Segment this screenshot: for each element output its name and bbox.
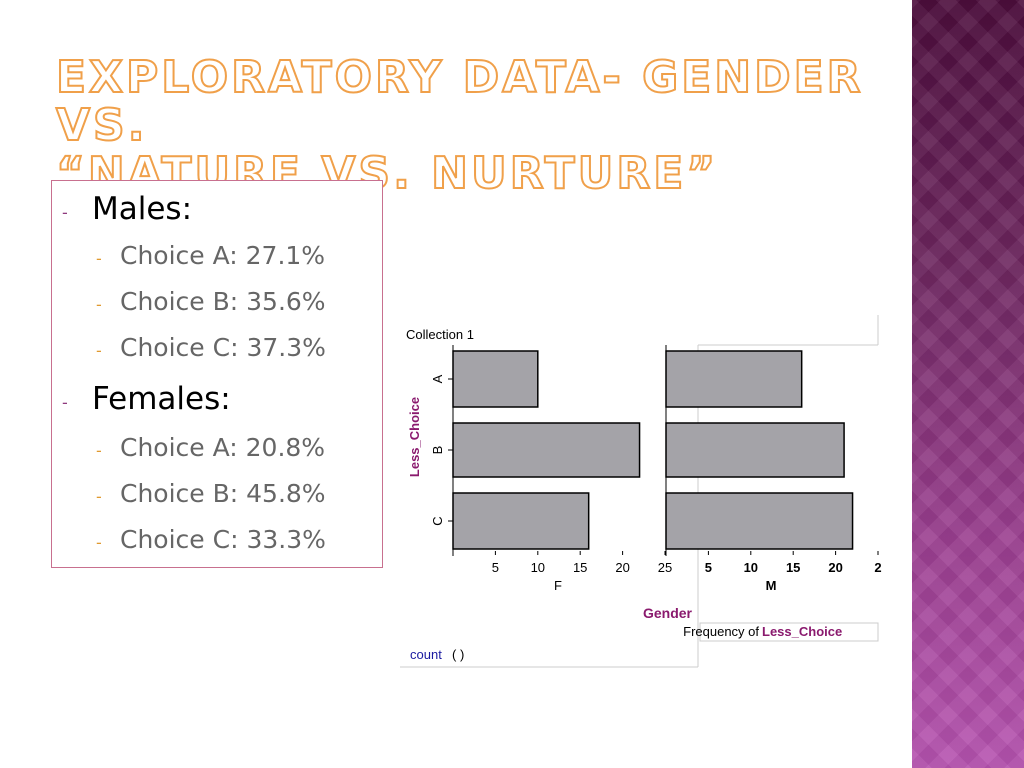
- bullet-male-choice-a: Choice A: 27.1%: [120, 241, 326, 270]
- x-tick-label: 15: [573, 560, 587, 575]
- x-tick-label: 25: [658, 560, 672, 575]
- sub-bullet-dash: -: [96, 533, 102, 552]
- x-tick-label: 2: [874, 560, 881, 575]
- bullet-dash: -: [62, 393, 68, 412]
- bar-M-B: [665, 422, 845, 478]
- slide-title: Exploratory Data- Gender vs. “Nature vs.…: [55, 52, 896, 199]
- bar-F-B: [452, 422, 641, 478]
- panel-label-M: M: [766, 578, 777, 593]
- y-tick-label: A: [430, 374, 445, 383]
- sub-bullet-dash: -: [96, 441, 102, 460]
- x-axis-label: Frequency of: [683, 624, 759, 639]
- panel-label-F: F: [554, 578, 562, 593]
- bar-chart: Collection 1 Gender Frequency of Less_Ch…: [400, 315, 882, 668]
- sub-bullet-dash: -: [96, 249, 102, 268]
- x-tick-label: 15: [786, 560, 800, 575]
- bullet-list-box: - Males: - Choice A: 27.1% - Choice B: 3…: [51, 180, 383, 568]
- x-tick-label: 20: [828, 560, 842, 575]
- axis-label-box: [699, 622, 879, 642]
- y-tick-label: C: [430, 516, 445, 525]
- sub-bullet-dash: -: [96, 487, 102, 506]
- bullet-female-choice-b: Choice B: 45.8%: [120, 479, 326, 508]
- legend-swatch: ( ): [452, 647, 464, 662]
- bullet-dash: -: [62, 203, 68, 222]
- bullet-male-choice-c: Choice C: 37.3%: [120, 333, 326, 362]
- x-tick-label: 10: [744, 560, 758, 575]
- y-tick-label: B: [430, 446, 445, 455]
- bar-F-A: [452, 350, 539, 408]
- x-tick-label: 5: [705, 560, 712, 575]
- sub-bullet-dash: -: [96, 341, 102, 360]
- x-tick-label: 20: [615, 560, 629, 575]
- bullet-males: Males:: [92, 191, 193, 227]
- x-axis-variable: Less_Choice: [762, 624, 842, 639]
- bullet-females: Females:: [92, 381, 231, 417]
- decorative-side-stripe: [912, 0, 1024, 768]
- facet-label: Gender: [643, 605, 693, 621]
- bullet-female-choice-a: Choice A: 20.8%: [120, 433, 326, 462]
- sub-bullet-dash: -: [96, 295, 102, 314]
- legend-label: count: [410, 647, 442, 662]
- bullet-male-choice-b: Choice B: 35.6%: [120, 287, 326, 316]
- bullet-female-choice-c: Choice C: 33.3%: [120, 525, 326, 554]
- x-tick-label: 10: [531, 560, 545, 575]
- bar-M-A: [665, 350, 803, 408]
- y-axis-label: Less_Choice: [407, 397, 422, 477]
- chart-svg: Collection 1 Gender Frequency of Less_Ch…: [400, 315, 882, 668]
- bar-F-C: [452, 492, 590, 550]
- x-tick-label: 5: [492, 560, 499, 575]
- title-line-1: Exploratory Data- Gender vs.: [55, 52, 864, 151]
- collection-label: Collection 1: [406, 327, 474, 342]
- bar-M-C: [665, 492, 854, 550]
